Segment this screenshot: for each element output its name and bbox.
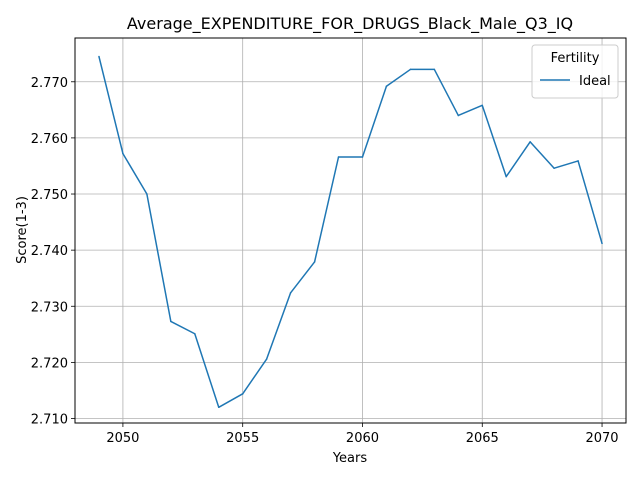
grid-lines: [75, 38, 626, 423]
plot-series: [98, 55, 603, 409]
data-point: [241, 393, 244, 395]
data-point: [146, 193, 148, 195]
x-tick-label: 2070: [585, 431, 618, 446]
x-axis-label: Years: [332, 451, 368, 466]
data-point: [457, 114, 460, 117]
y-tick-label: 2.730: [31, 300, 68, 315]
data-point: [337, 156, 340, 158]
data-point: [385, 85, 388, 88]
legend-title: Fertility: [551, 51, 600, 66]
data-point: [313, 261, 316, 263]
legend-box: [531, 44, 619, 99]
data-point: [529, 141, 531, 143]
data-point: [505, 175, 507, 178]
data-point: [481, 104, 484, 107]
data-point: [361, 156, 364, 158]
data-point: [194, 333, 196, 335]
y-axis-label: Score(1-3): [15, 196, 30, 264]
x-tick-label: 2050: [106, 431, 139, 446]
data-point: [601, 242, 603, 245]
data-point: [122, 152, 124, 155]
data-point: [577, 160, 579, 162]
y-tick-label: 2.720: [31, 356, 68, 371]
axis-ticks: 2050 2055 2060 2065 2070 2.710 2.720 2.730 2.740…: [31, 76, 619, 446]
legend-label-ideal: Ideal: [579, 74, 611, 89]
y-tick-label: 2.740: [31, 244, 68, 259]
y-tick-label: 2.760: [31, 132, 68, 147]
plot-area-frame: [74, 37, 627, 424]
data-point: [433, 68, 436, 71]
data-point: [265, 358, 268, 360]
y-tick-label: 2.710: [31, 413, 68, 428]
x-tick-label: 2055: [226, 431, 259, 446]
data-point: [553, 167, 555, 169]
y-tick-label: 2.770: [31, 76, 68, 91]
data-point: [289, 292, 292, 294]
chart-title: Average_EXPENDITURE_FOR_DRUGS_Black_Male…: [127, 14, 573, 34]
series-line-ideal: [98, 56, 603, 409]
data-point: [217, 406, 220, 409]
x-tick-label: 2060: [346, 431, 379, 446]
data-point: [170, 320, 172, 323]
data-point: [409, 68, 412, 71]
legend: Fertility Ideal: [531, 44, 619, 99]
y-tick-label: 2.750: [31, 188, 68, 203]
x-tick-label: 2065: [466, 431, 499, 446]
data-point: [98, 55, 100, 58]
